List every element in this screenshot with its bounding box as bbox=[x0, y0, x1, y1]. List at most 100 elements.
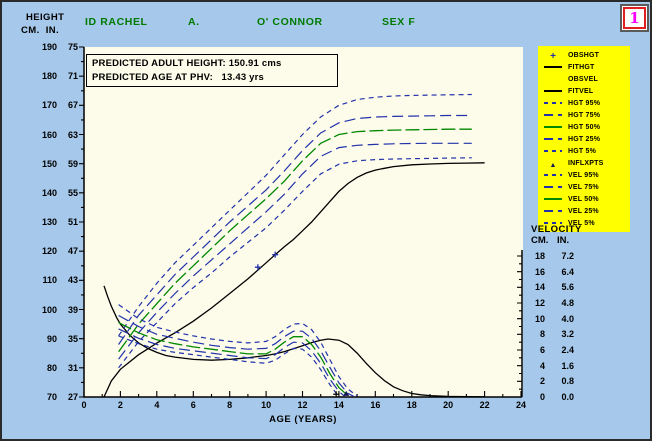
legend-row: FITHGT bbox=[538, 61, 630, 73]
legend-marker-dash-short bbox=[538, 222, 568, 224]
x-tick-label: 8 bbox=[227, 400, 233, 410]
legend-row: VEL 50% bbox=[538, 193, 630, 205]
series-vel50 bbox=[118, 322, 349, 397]
height-axis-row: 190 75 bbox=[41, 42, 78, 52]
height-axis-title: HEIGHT bbox=[26, 12, 65, 23]
legend-marker-plus bbox=[538, 50, 568, 60]
legend-row: VEL 75% bbox=[538, 181, 630, 193]
x-tick-label: 2 bbox=[117, 400, 123, 410]
series-vel5 bbox=[118, 335, 338, 395]
legend-label: OBSVEL bbox=[568, 75, 598, 83]
x-tick-label: 12 bbox=[297, 400, 308, 410]
patient-last-name: O' CONNOR bbox=[257, 16, 323, 28]
chart-legend: OBSHGT FITHGT OBSVEL FITVEL HGT 95% HGT 75% HG… bbox=[538, 46, 630, 232]
legend-marker-dash-short bbox=[538, 102, 568, 104]
velocity-axis-units: CM. IN. bbox=[531, 235, 583, 246]
legend-label: HGT 5% bbox=[568, 147, 597, 155]
legend-marker-solid-black bbox=[538, 90, 568, 92]
legend-label: VEL 75% bbox=[568, 183, 599, 191]
height-axis-row: 90 35 bbox=[46, 333, 78, 344]
velocity-units-in: IN. bbox=[557, 235, 570, 246]
plot-background bbox=[84, 47, 523, 397]
patient-middle-initial: A. bbox=[188, 16, 200, 28]
inflection-point-marker bbox=[343, 390, 350, 396]
legend-marker-dash-long bbox=[538, 138, 568, 140]
legend-label: VEL 95% bbox=[568, 171, 599, 179]
page-number-button[interactable]: 1 bbox=[620, 4, 649, 32]
height-axis-row: 160 63 bbox=[41, 129, 78, 140]
legend-label: FITHGT bbox=[568, 63, 595, 71]
legend-row: INFLXPTS bbox=[538, 157, 630, 169]
height-axis-row: 80 31 bbox=[46, 362, 78, 373]
legend-marker-dash-long bbox=[538, 210, 568, 212]
x-tick-label: 10 bbox=[261, 400, 272, 410]
legend-marker-solid-green bbox=[538, 198, 568, 200]
legend-marker-solid-black bbox=[538, 66, 568, 68]
series-hgt75 bbox=[118, 114, 472, 345]
velocity-axis-row: 18 7.2 bbox=[534, 251, 574, 261]
x-tick-label: 18 bbox=[406, 400, 417, 410]
x-tick-label: 22 bbox=[479, 400, 490, 410]
series-vel95 bbox=[118, 304, 358, 397]
patient-sex: SEX F bbox=[382, 16, 416, 28]
legend-label: VEL 5% bbox=[568, 219, 595, 227]
velocity-units-cm: CM. bbox=[531, 235, 549, 246]
phv-plus-marker bbox=[333, 391, 340, 398]
velocity-axis-row: 14 5.6 bbox=[534, 282, 574, 293]
legend-row: HGT 5% bbox=[538, 145, 630, 157]
legend-row: HGT 50% bbox=[538, 121, 630, 133]
height-axis-row: 140 55 bbox=[41, 187, 78, 198]
height-axis-row: 180 71 bbox=[41, 71, 78, 82]
series-hgt25 bbox=[118, 142, 472, 360]
height-axis-row: 170 67 bbox=[41, 100, 78, 111]
legend-marker-dash-long bbox=[538, 114, 568, 116]
velocity-axis-row: 8 3.2 bbox=[539, 329, 574, 340]
series-vel25 bbox=[118, 328, 345, 397]
legend-marker-dash-long bbox=[538, 186, 568, 188]
x-tick-label: 16 bbox=[370, 400, 381, 410]
predicted-adult-height: PREDICTED ADULT HEIGHT: 150.91 cms bbox=[92, 58, 282, 69]
legend-row: OBSHGT bbox=[538, 49, 630, 61]
legend-marker-dash-short bbox=[538, 150, 568, 152]
obshgt-plus-marker bbox=[254, 264, 261, 271]
obshgt-plus-marker bbox=[272, 251, 279, 258]
legend-label: INFLXPTS bbox=[568, 159, 604, 167]
velocity-axis-title: VELOCITY bbox=[531, 224, 582, 235]
series-hgt5 bbox=[118, 157, 472, 369]
velocity-axis-row: 4 1.6 bbox=[539, 360, 574, 371]
legend-label: FITVEL bbox=[568, 87, 594, 95]
predicted-age-at-phv: PREDICTED AGE AT PHV: 13.43 yrs bbox=[92, 72, 265, 83]
velocity-axis-row: 10 4.0 bbox=[534, 313, 574, 324]
legend-label: HGT 95% bbox=[568, 99, 601, 107]
velocity-axis-row: 6 2.4 bbox=[539, 345, 574, 355]
legend-marker-solid-green bbox=[538, 126, 568, 128]
height-axis-row: 150 59 bbox=[41, 158, 78, 169]
patient-id: ID RACHEL bbox=[85, 16, 148, 28]
height-axis-row: 120 47 bbox=[41, 246, 78, 257]
velocity-axis-row: 16 6.4 bbox=[534, 266, 574, 277]
height-axis-row: 70 27 bbox=[46, 392, 78, 402]
legend-row: HGT 95% bbox=[538, 97, 630, 109]
legend-label: HGT 50% bbox=[568, 123, 601, 131]
x-tick-label: 0 bbox=[81, 400, 87, 410]
legend-row: HGT 75% bbox=[538, 109, 630, 121]
series-vel75 bbox=[118, 314, 354, 397]
series-hgt50 bbox=[118, 128, 472, 353]
legend-label: VEL 25% bbox=[568, 207, 599, 215]
legend-marker-none bbox=[538, 78, 568, 80]
height-axis-units: CM. IN. bbox=[21, 25, 60, 36]
x-tick-label: 20 bbox=[443, 400, 454, 410]
legend-marker-triangle bbox=[538, 158, 568, 168]
x-tick-label: 6 bbox=[190, 400, 196, 410]
legend-row: VEL 95% bbox=[538, 169, 630, 181]
velocity-axis-row: 0 0.0 bbox=[539, 392, 574, 402]
x-tick-label: 14 bbox=[333, 400, 344, 410]
velocity-axis-row: 2 0.8 bbox=[539, 376, 574, 387]
legend-label: VEL 50% bbox=[568, 195, 599, 203]
legend-row: HGT 25% bbox=[538, 133, 630, 145]
page-number-frame: 1 bbox=[623, 7, 646, 29]
x-tick-label: 4 bbox=[154, 400, 160, 410]
series-hgt95 bbox=[118, 93, 472, 337]
height-axis-row: 100 39 bbox=[41, 304, 78, 315]
